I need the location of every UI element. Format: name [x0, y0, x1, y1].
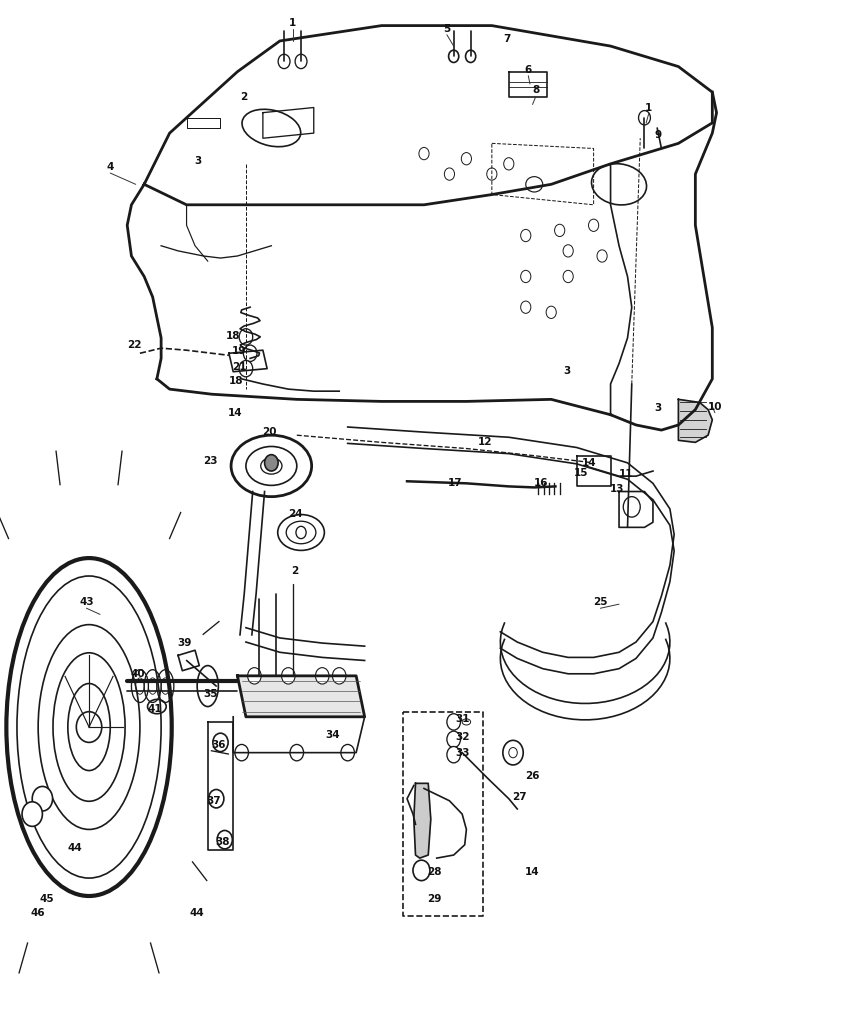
- Text: 17: 17: [448, 478, 463, 488]
- Text: 46: 46: [31, 908, 46, 919]
- Circle shape: [217, 830, 232, 849]
- Text: 10: 10: [707, 401, 722, 412]
- Text: 23: 23: [203, 456, 218, 466]
- Text: 5: 5: [444, 24, 450, 34]
- Text: 1: 1: [645, 102, 652, 113]
- Text: 28: 28: [427, 867, 442, 878]
- Text: 32: 32: [455, 732, 470, 742]
- Text: 9: 9: [655, 130, 661, 140]
- Text: 44: 44: [67, 843, 82, 853]
- Circle shape: [278, 54, 290, 69]
- Text: 43: 43: [79, 597, 94, 607]
- Text: 3: 3: [563, 366, 570, 376]
- Text: 8: 8: [533, 85, 539, 95]
- Text: 31: 31: [455, 714, 470, 724]
- Circle shape: [296, 526, 306, 539]
- Circle shape: [315, 668, 329, 684]
- Circle shape: [589, 219, 599, 231]
- Text: 14: 14: [525, 867, 540, 878]
- Circle shape: [447, 731, 460, 748]
- Circle shape: [76, 712, 102, 742]
- Circle shape: [521, 301, 531, 313]
- Circle shape: [555, 224, 565, 237]
- Circle shape: [447, 714, 460, 730]
- Circle shape: [239, 329, 253, 345]
- Text: 35: 35: [203, 689, 218, 699]
- Text: 25: 25: [593, 597, 608, 607]
- Circle shape: [509, 748, 517, 758]
- Circle shape: [413, 860, 430, 881]
- Circle shape: [213, 733, 228, 752]
- Text: 27: 27: [511, 792, 527, 802]
- Text: 40: 40: [130, 669, 145, 679]
- Text: 15: 15: [573, 468, 589, 478]
- Text: 26: 26: [525, 771, 540, 781]
- Text: 39: 39: [178, 638, 192, 648]
- Text: 12: 12: [477, 437, 493, 447]
- Text: 34: 34: [325, 730, 340, 740]
- Circle shape: [290, 744, 304, 761]
- Circle shape: [449, 50, 459, 62]
- Text: 14: 14: [582, 458, 597, 468]
- Text: 2: 2: [241, 92, 248, 102]
- Circle shape: [521, 229, 531, 242]
- Circle shape: [487, 168, 497, 180]
- Circle shape: [209, 790, 224, 808]
- Circle shape: [504, 158, 514, 170]
- Circle shape: [332, 668, 346, 684]
- Circle shape: [447, 746, 460, 763]
- Circle shape: [461, 153, 471, 165]
- Text: 18: 18: [226, 331, 241, 341]
- Circle shape: [239, 360, 253, 377]
- Circle shape: [597, 250, 607, 262]
- Text: 36: 36: [211, 740, 226, 751]
- Text: 44: 44: [189, 908, 204, 919]
- Circle shape: [22, 802, 42, 826]
- Circle shape: [546, 306, 556, 318]
- Text: 29: 29: [427, 894, 441, 904]
- Circle shape: [521, 270, 531, 283]
- Text: 38: 38: [215, 837, 230, 847]
- Circle shape: [248, 668, 261, 684]
- Polygon shape: [414, 783, 431, 858]
- Circle shape: [466, 50, 476, 62]
- Circle shape: [639, 111, 650, 125]
- Text: 33: 33: [455, 748, 470, 758]
- Text: 6: 6: [525, 65, 532, 75]
- Circle shape: [282, 668, 295, 684]
- Circle shape: [243, 345, 257, 361]
- Circle shape: [503, 740, 523, 765]
- Text: 2: 2: [292, 566, 298, 577]
- Text: 14: 14: [227, 408, 243, 418]
- Text: 4: 4: [107, 162, 114, 172]
- Polygon shape: [678, 399, 712, 442]
- Text: 3: 3: [655, 402, 661, 413]
- Text: 24: 24: [287, 509, 303, 519]
- Text: 18: 18: [228, 376, 243, 386]
- Text: 45: 45: [39, 894, 54, 904]
- Text: 37: 37: [206, 796, 221, 806]
- Text: 41: 41: [147, 703, 162, 714]
- Text: 20: 20: [262, 427, 277, 437]
- Circle shape: [444, 168, 455, 180]
- Text: 7: 7: [504, 34, 510, 44]
- Text: 22: 22: [126, 340, 142, 350]
- Text: 3: 3: [194, 156, 201, 166]
- Circle shape: [419, 147, 429, 160]
- Circle shape: [563, 245, 573, 257]
- Circle shape: [265, 455, 278, 471]
- Text: 16: 16: [533, 478, 549, 488]
- Circle shape: [623, 497, 640, 517]
- Circle shape: [235, 744, 248, 761]
- Text: 13: 13: [610, 484, 625, 495]
- Circle shape: [32, 786, 53, 811]
- Circle shape: [563, 270, 573, 283]
- Circle shape: [341, 744, 354, 761]
- Text: 21: 21: [232, 361, 247, 372]
- Circle shape: [295, 54, 307, 69]
- Text: 1: 1: [289, 17, 296, 28]
- Polygon shape: [237, 676, 365, 717]
- Text: 11: 11: [618, 469, 633, 479]
- Text: 19: 19: [232, 346, 246, 356]
